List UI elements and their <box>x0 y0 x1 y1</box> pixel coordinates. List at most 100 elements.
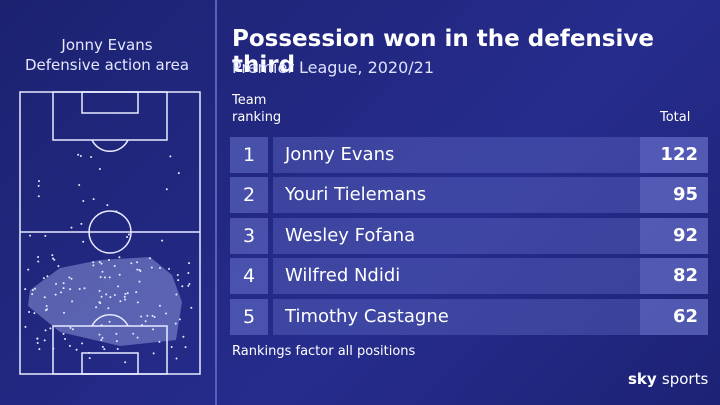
action-dot <box>181 285 184 288</box>
action-dot <box>107 258 110 261</box>
action-dot <box>148 257 151 260</box>
action-dot <box>64 337 67 340</box>
action-dot <box>78 287 81 290</box>
footnote: Rankings factor all positions <box>232 344 416 359</box>
action-dot <box>124 298 127 301</box>
action-dot <box>152 352 155 355</box>
action-dot <box>103 348 106 351</box>
action-dot <box>78 184 81 187</box>
action-dot <box>124 361 127 364</box>
action-dot <box>177 172 180 175</box>
action-dot <box>79 155 82 158</box>
action-dot <box>36 337 39 340</box>
action-dot <box>98 167 101 170</box>
total: 122 <box>640 137 708 173</box>
action-dot <box>60 291 63 294</box>
action-dot <box>55 282 58 285</box>
action-dot <box>100 295 103 298</box>
action-dot <box>46 308 49 311</box>
action-dot <box>95 306 98 309</box>
action-dot <box>161 239 164 242</box>
action-dot <box>42 277 45 280</box>
action-dot <box>46 275 49 278</box>
action-dot <box>69 288 72 291</box>
subtitle: Premier League, 2020/21 <box>232 58 435 77</box>
table-row: 1 Jonny Evans 122 <box>230 137 708 173</box>
action-dot <box>124 293 127 296</box>
action-dot <box>188 262 191 265</box>
action-dot <box>150 266 153 269</box>
total: 82 <box>640 258 708 294</box>
action-dot <box>68 276 71 279</box>
action-dot <box>80 222 83 225</box>
action-dot <box>174 322 177 325</box>
action-dot <box>87 351 90 354</box>
action-dot <box>140 324 143 327</box>
action-dot <box>98 261 101 264</box>
logo-brand: sky <box>628 370 657 388</box>
action-dot <box>37 255 40 258</box>
action-dot <box>113 264 116 267</box>
action-dot <box>188 283 191 286</box>
action-dot <box>132 332 135 335</box>
action-dot <box>100 339 103 342</box>
action-dot <box>69 326 72 329</box>
action-dot <box>126 235 129 238</box>
rank: 1 <box>230 137 268 173</box>
action-dot <box>38 348 41 351</box>
action-dot <box>101 336 104 339</box>
action-dot <box>37 260 40 263</box>
action-dot <box>187 284 190 287</box>
action-dot <box>175 357 178 360</box>
action-dot <box>70 277 73 280</box>
action-dot <box>27 268 30 271</box>
action-dot <box>29 234 32 237</box>
table-row: 3 Wesley Fofana 92 <box>230 218 708 254</box>
player-name: Jonny Evans <box>273 137 640 173</box>
action-dot <box>140 315 143 318</box>
action-dot <box>31 293 34 296</box>
action-dot <box>115 340 118 343</box>
player-name: Wesley Fofana <box>273 218 640 254</box>
action-dot <box>130 262 133 265</box>
title: Possession won in the defensive third <box>232 26 654 78</box>
action-dot <box>98 301 101 304</box>
action-dot <box>190 306 193 309</box>
logo: sky sports <box>628 370 708 388</box>
action-dot <box>43 296 46 299</box>
table-row: 2 Youri Tielemans 95 <box>230 177 708 213</box>
header-total: Total <box>660 110 691 125</box>
action-dot <box>63 311 66 314</box>
action-dot <box>49 327 52 330</box>
action-dot <box>152 328 155 331</box>
header-rank: ranking <box>232 110 282 125</box>
action-dot <box>82 240 85 243</box>
pitch <box>19 91 201 375</box>
action-dot <box>165 188 168 191</box>
action-dot <box>51 254 54 257</box>
action-dot <box>169 155 172 158</box>
action-dot <box>70 226 73 229</box>
logo-product: sports <box>661 370 709 388</box>
action-dot <box>37 184 40 187</box>
action-dot <box>62 287 65 290</box>
action-dot <box>136 268 139 271</box>
action-dot <box>90 156 93 159</box>
action-dot <box>98 289 101 292</box>
action-dot <box>100 324 103 327</box>
action-dot <box>158 340 161 343</box>
action-dot <box>118 256 121 259</box>
action-dot <box>88 357 91 360</box>
table-row: 5 Timothy Castagne 62 <box>230 299 708 335</box>
action-dot <box>54 293 57 296</box>
action-dot <box>34 287 37 290</box>
action-dot <box>106 204 109 207</box>
rank: 4 <box>230 258 268 294</box>
action-dot <box>44 329 47 332</box>
action-dot <box>83 287 86 290</box>
action-dot <box>92 264 95 267</box>
player-name: Timothy Castagne <box>273 299 640 335</box>
action-dot <box>105 293 108 296</box>
action-dot <box>170 345 173 348</box>
